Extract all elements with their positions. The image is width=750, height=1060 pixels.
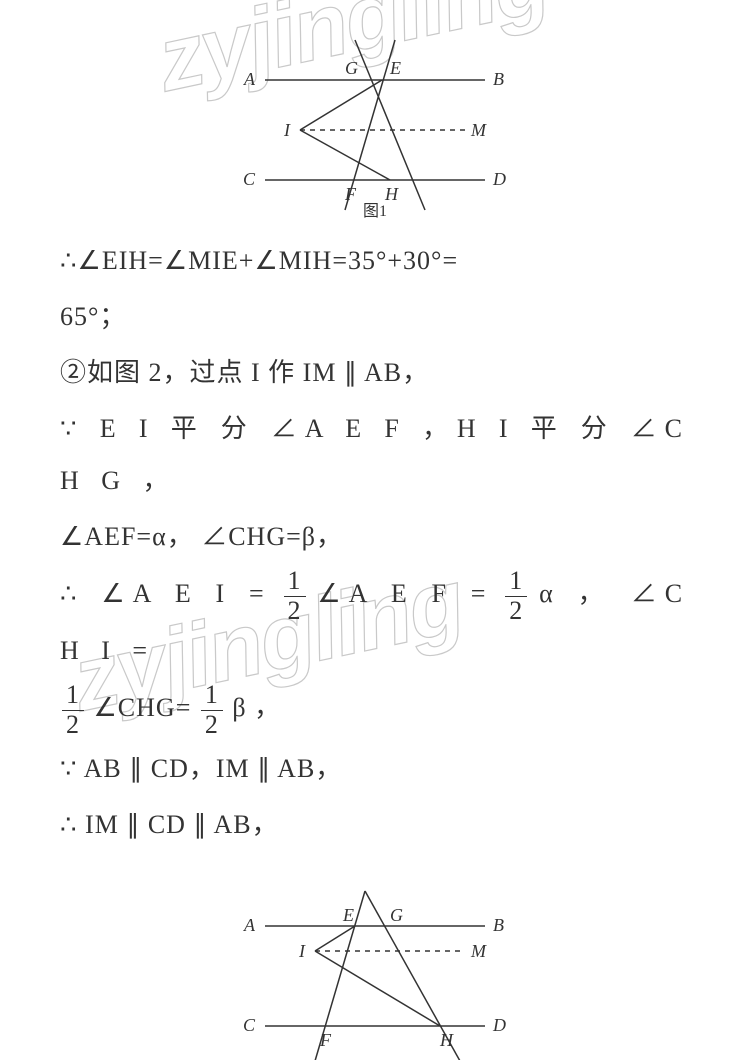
label-M: M — [470, 941, 487, 961]
proof-line-4: ∵ E I 平 分 ∠A E F ，H I 平 分 ∠C H G ， — [60, 403, 690, 507]
figure-1-svg: A B C D G E I M F H 图1 — [225, 30, 525, 220]
frac-num: 1 — [505, 567, 527, 597]
proof-line-2: 65°； — [60, 291, 690, 343]
label-B: B — [493, 915, 504, 935]
label-B: B — [493, 69, 504, 89]
text: 65°； — [60, 302, 126, 331]
text: ∠A E F = — [317, 579, 493, 608]
label-G: G — [345, 58, 358, 78]
proof-line-6: ∴ ∠A E I = 1 2 ∠A E F = 1 2 α ， ∠C H I = — [60, 567, 690, 677]
label-G: G — [390, 905, 403, 925]
frac-num: 1 — [62, 681, 84, 711]
label-I: I — [298, 941, 306, 961]
label-C: C — [243, 1015, 256, 1035]
proof-line-3: ②如图 2，过点 I 作 IM ∥ AB， — [60, 347, 690, 399]
frac-den: 2 — [284, 597, 306, 626]
text: ∠AEF=α， ∠CHG=β， — [60, 522, 343, 551]
label-E: E — [389, 58, 401, 78]
page-content: A B C D G E I M F H 图1 ∴∠EIH=∠MIE+∠MIH=3… — [60, 0, 690, 1060]
fraction-half: 1 2 — [505, 567, 527, 625]
label-C: C — [243, 169, 256, 189]
label-A: A — [243, 915, 256, 935]
label-F: F — [319, 1030, 332, 1050]
text: ②如图 2，过点 I 作 IM ∥ AB， — [60, 358, 429, 387]
fraction-half: 1 2 — [284, 567, 306, 625]
proof-line-9: ∴ IM ∥ CD ∥ AB， — [60, 799, 690, 851]
frac-den: 2 — [62, 711, 84, 740]
label-H: H — [439, 1030, 454, 1050]
label-H: H — [384, 184, 399, 204]
label-F: F — [344, 184, 357, 204]
fraction-half: 1 2 — [62, 681, 84, 739]
proof-line-5: ∠AEF=α， ∠CHG=β， — [60, 511, 690, 563]
text: ∠MIH=35°+30°= — [254, 246, 458, 275]
figure-1: A B C D G E I M F H 图1 — [60, 30, 690, 225]
fraction-half: 1 2 — [201, 681, 223, 739]
text: ∵ AB ∥ CD，IM ∥ AB， — [60, 754, 342, 783]
frac-den: 2 — [505, 597, 527, 626]
frac-num: 1 — [201, 681, 223, 711]
text: ∴ IM ∥ CD ∥ AB， — [60, 810, 279, 839]
label-I: I — [283, 120, 291, 140]
figure-2: A B C D E G I M F H 图2 — [60, 881, 690, 1060]
label-A: A — [243, 69, 256, 89]
text: ∴∠EIH=∠MIE+ — [60, 246, 254, 275]
proof-line-8: ∵ AB ∥ CD，IM ∥ AB， — [60, 743, 690, 795]
frac-den: 2 — [201, 711, 223, 740]
label-M: M — [470, 120, 487, 140]
label-E: E — [342, 905, 354, 925]
text: ∵ E I 平 分 ∠A E F ，H I 平 分 ∠C H G ， — [60, 414, 690, 495]
label-D: D — [492, 1015, 506, 1035]
text: ∴ ∠A E I = — [60, 579, 272, 608]
frac-num: 1 — [284, 567, 306, 597]
text: ∠CHG= — [94, 693, 192, 722]
text: β ， — [232, 693, 281, 722]
proof-line-7: 1 2 ∠CHG= 1 2 β ， — [60, 681, 690, 739]
figure-1-caption: 图1 — [363, 203, 387, 220]
proof-line-1: ∴∠EIH=∠MIE+∠MIH=35°+30°= — [60, 235, 690, 287]
label-D: D — [492, 169, 506, 189]
figure-2-svg: A B C D E G I M F H — [225, 881, 525, 1060]
